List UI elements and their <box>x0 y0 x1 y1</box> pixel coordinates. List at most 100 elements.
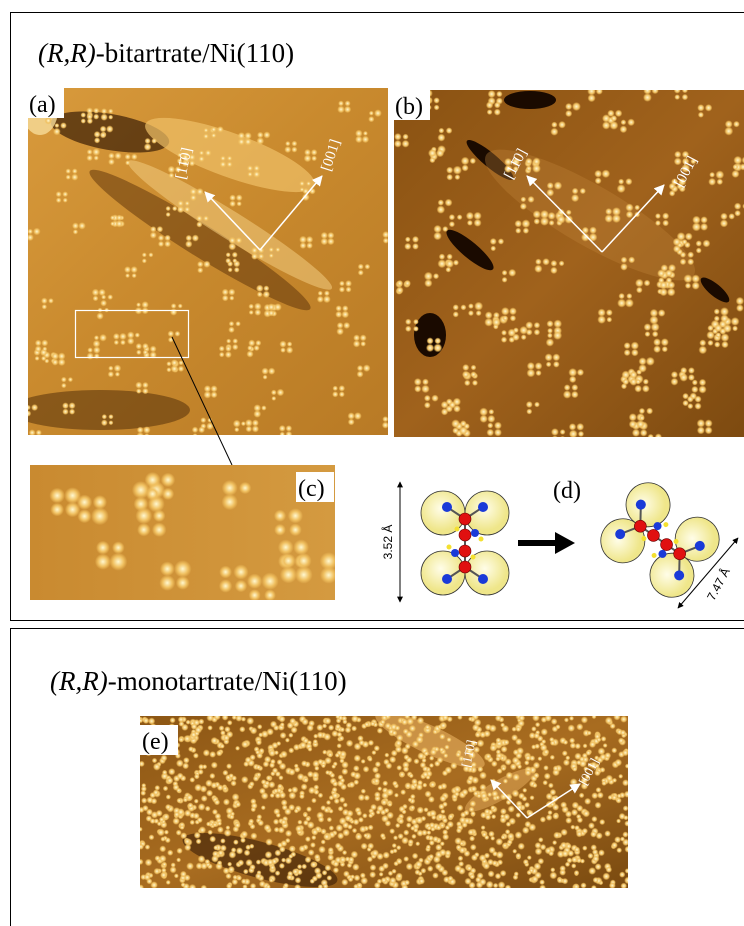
surface-feature <box>148 252 153 257</box>
surface-feature <box>460 420 467 427</box>
surface-feature <box>190 820 195 825</box>
surface-feature <box>225 258 231 264</box>
surface-feature <box>621 257 628 264</box>
surface-feature <box>177 206 185 214</box>
surface-feature <box>194 784 202 792</box>
surface-feature <box>197 267 203 273</box>
surface-feature <box>618 774 623 779</box>
surface-feature <box>35 356 40 361</box>
surface-feature <box>445 199 453 207</box>
surface-feature <box>620 837 625 842</box>
surface-feature <box>623 815 628 820</box>
surface-feature <box>380 833 386 839</box>
surface-feature <box>446 167 453 174</box>
surface-feature <box>603 743 608 748</box>
surface-feature <box>72 168 78 174</box>
surface-feature <box>249 589 261 601</box>
surface-feature <box>564 718 569 723</box>
surface-feature <box>484 318 493 327</box>
surface-feature <box>308 787 315 794</box>
surface-feature <box>153 510 165 522</box>
surface-feature <box>251 802 258 809</box>
surface-feature <box>653 338 661 346</box>
surface-feature <box>299 793 305 799</box>
surface-feature <box>277 759 283 765</box>
surface-feature <box>705 104 712 111</box>
surface-feature <box>436 149 444 157</box>
surface-feature <box>288 733 293 738</box>
surface-feature <box>490 238 497 245</box>
surface-feature <box>605 208 612 215</box>
surface-feature <box>342 850 347 855</box>
surface-feature <box>574 753 581 760</box>
surface-feature <box>532 714 540 722</box>
surface-feature <box>289 523 302 536</box>
surface-feature <box>648 434 654 440</box>
surface-feature <box>259 788 266 795</box>
surface-feature <box>706 331 714 339</box>
surface-feature <box>332 787 338 793</box>
surface-feature <box>295 877 302 884</box>
surface-feature <box>335 753 340 758</box>
surface-feature <box>153 789 159 795</box>
surface-feature <box>682 94 688 100</box>
surface-feature <box>515 228 521 234</box>
surface-feature <box>35 346 42 353</box>
surface-feature <box>466 212 474 220</box>
surface-feature <box>132 273 137 278</box>
surface-feature <box>439 747 444 752</box>
surface-feature <box>715 170 724 179</box>
surface-feature <box>257 724 262 729</box>
surface-feature <box>491 814 496 819</box>
surface-feature <box>691 386 698 393</box>
surface-feature <box>557 215 566 224</box>
surface-feature <box>734 203 741 210</box>
surface-feature <box>228 267 233 272</box>
surface-feature <box>194 774 200 780</box>
surface-feature <box>456 828 462 834</box>
surface-feature <box>374 772 381 779</box>
surface-feature <box>618 293 624 299</box>
surface-feature <box>69 409 75 415</box>
surface-feature <box>434 338 441 345</box>
surface-feature <box>629 413 637 421</box>
surface-feature <box>724 127 733 136</box>
surface-feature <box>261 805 266 810</box>
surface-feature <box>494 102 501 109</box>
surface-feature <box>549 737 554 742</box>
surface-feature <box>86 107 93 114</box>
panel-label: (b) <box>395 94 423 120</box>
surface-feature <box>592 849 598 855</box>
surface-feature <box>642 385 650 393</box>
surface-feature <box>143 350 149 356</box>
surface-feature <box>490 744 498 752</box>
surface-feature <box>513 749 519 755</box>
surface-feature <box>568 368 577 377</box>
surface-feature <box>250 824 256 830</box>
surface-feature <box>454 791 459 796</box>
surface-feature <box>433 343 442 352</box>
surface-feature <box>479 772 487 780</box>
surface-feature <box>141 783 146 788</box>
surface-feature <box>310 842 316 848</box>
surface-feature <box>171 303 177 309</box>
surface-feature <box>98 289 105 296</box>
surface-feature <box>457 715 462 720</box>
surface-feature <box>29 429 36 436</box>
surface-feature <box>487 423 493 429</box>
surface-feature <box>323 883 329 889</box>
surface-feature <box>306 806 312 812</box>
surface-feature <box>469 874 475 880</box>
surface-feature <box>345 100 351 106</box>
surface-feature <box>514 220 521 227</box>
surface-feature <box>658 309 666 317</box>
surface-feature <box>624 877 632 885</box>
surface-feature <box>194 799 199 804</box>
surface-feature <box>636 287 643 294</box>
surface-feature <box>580 882 586 888</box>
surface-feature <box>551 122 557 128</box>
surface-feature <box>331 792 338 799</box>
surface-feature <box>414 378 422 386</box>
surface-feature <box>346 740 353 747</box>
surface-feature <box>405 237 411 243</box>
